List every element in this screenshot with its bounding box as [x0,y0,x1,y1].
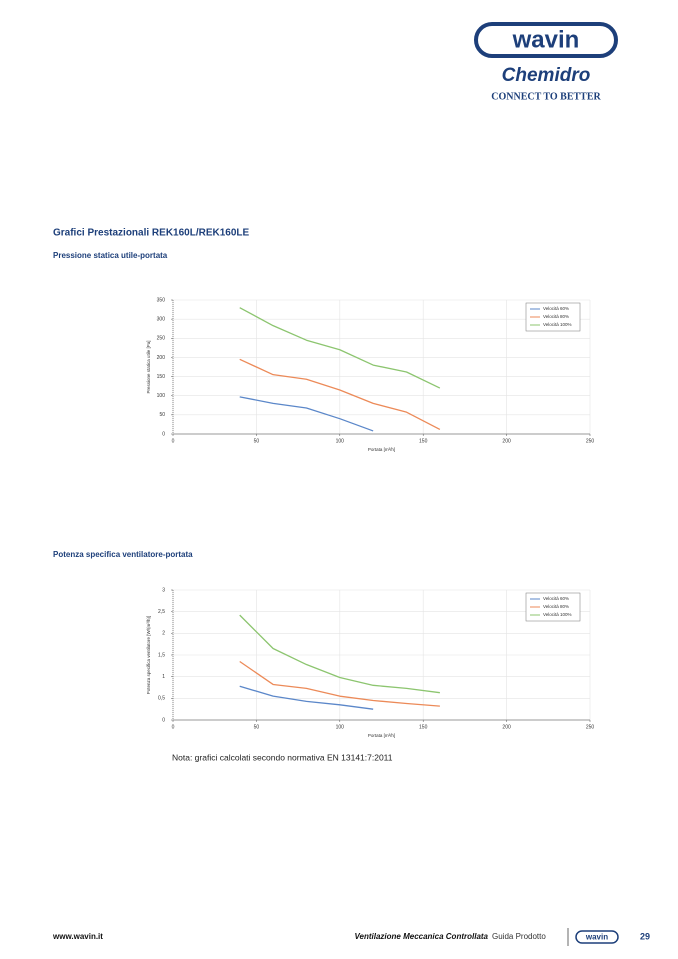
footer-url: www.wavin.it [52,932,103,941]
y-tick-label: 2 [162,631,165,637]
series-line [239,685,374,710]
legend-label: Velocità 100% [543,322,572,327]
y-tick-label: 50 [159,412,165,418]
series-line [239,660,440,707]
chart-title: Pressione statica utile-portata [53,251,168,260]
chart-title: Potenza specifica ventilatore-portata [53,550,193,559]
logo-pill [474,22,618,58]
x-tick-label: 100 [336,438,345,444]
y-tick-label: 0,5 [158,696,165,702]
y-axis-label: Pressione statica utile [Pa] [146,340,151,393]
x-tick-label: 50 [254,724,260,730]
y-tick-label: 2,5 [158,609,165,615]
x-axis-label: Portata [m³/h] [368,447,395,452]
note: Nota: grafici calcolati secondo normativ… [172,752,393,762]
y-tick-label: 150 [157,374,166,380]
legend-label: Velocità 80% [543,604,569,609]
footer-logo-pill [575,930,619,944]
y-tick-label: 1,5 [158,652,165,658]
footer-logo: wavin [585,933,608,942]
legend-label: Velocità 60% [543,596,569,601]
legend-label: Velocità 100% [543,612,572,617]
y-tick-label: 300 [157,316,166,322]
logo: wavin [512,26,580,53]
x-tick-label: 200 [502,724,511,730]
x-tick-label: 0 [172,438,175,444]
y-tick-label: 0 [162,431,165,437]
x-tick-label: 250 [586,724,595,730]
y-axis-label: Potenza specifica ventilatore [W/(m³/h)] [146,616,151,695]
legend-label: Velocità 80% [543,314,569,319]
y-tick-label: 100 [157,393,166,399]
y-tick-label: 3 [162,587,165,593]
legend-label: Velocità 60% [543,306,569,311]
y-tick-label: 1 [162,674,165,680]
x-tick-label: 250 [586,438,595,444]
footer-subtitle: Guida Prodotto [492,932,546,941]
series-line [239,358,441,430]
y-tick-label: 350 [157,297,166,303]
x-tick-label: 150 [419,438,428,444]
x-tick-label: 200 [502,438,511,444]
brand: Chemidro [502,65,591,86]
y-tick-label: 200 [157,355,166,361]
x-tick-label: 150 [419,724,428,730]
heading: Grafici Prestazionali REK160L/REK160LE [53,228,250,239]
x-tick-label: 50 [254,438,260,444]
series-line [239,396,374,432]
x-axis-label: Portata [m³/h] [368,733,395,738]
x-tick-label: 0 [172,724,175,730]
x-tick-label: 100 [336,724,345,730]
y-tick-label: 250 [157,336,166,342]
tagline: CONNECT TO BETTER [491,91,601,102]
series-line [239,307,441,389]
footer-title: Ventilazione Meccanica Controllata [354,932,488,941]
page-number: 29 [640,931,650,941]
series-line [239,614,440,694]
y-tick-label: 0 [162,717,165,723]
